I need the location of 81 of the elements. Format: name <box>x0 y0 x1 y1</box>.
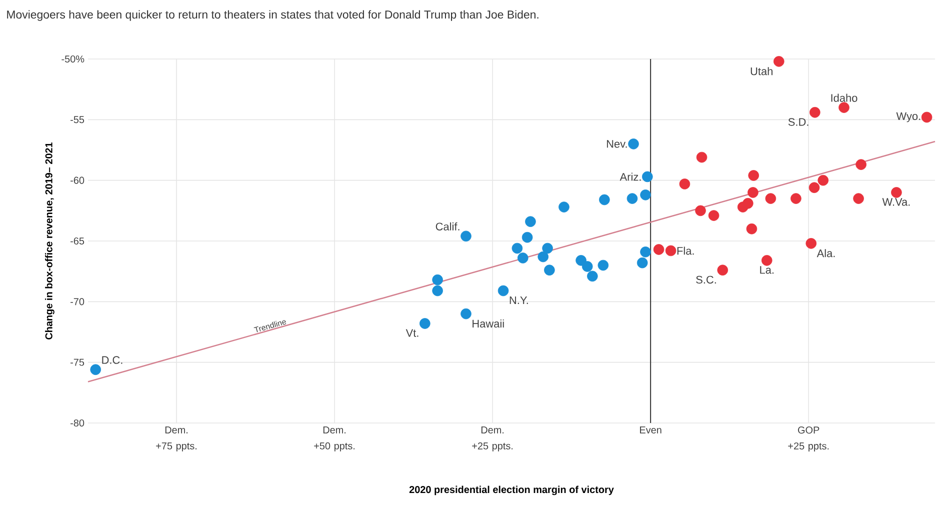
annotation: Idaho <box>831 94 858 102</box>
chart-title: Moviegoers have been quicker to return to theaters in states that voted for Donald Trump than Joe Biden. <box>7 10 538 21</box>
point <box>806 238 817 249</box>
point <box>432 285 443 296</box>
point <box>599 194 610 206</box>
point <box>636 257 648 268</box>
point <box>717 264 728 276</box>
point <box>790 193 802 204</box>
point <box>512 242 523 254</box>
point <box>838 102 850 113</box>
point <box>628 138 639 150</box>
point <box>544 264 555 276</box>
point <box>856 159 866 170</box>
point <box>626 193 638 204</box>
point <box>522 232 533 243</box>
point <box>538 251 549 262</box>
point <box>587 270 598 282</box>
annotation: Fla. <box>677 246 694 255</box>
point <box>808 182 820 194</box>
point <box>460 230 472 242</box>
point <box>525 216 536 227</box>
y-tick-label: -70 <box>70 298 84 306</box>
point <box>742 198 754 209</box>
point <box>558 202 570 212</box>
point <box>773 56 784 67</box>
point <box>665 245 676 256</box>
point <box>653 244 664 255</box>
annotation: Hawaii <box>472 320 504 328</box>
x-tick-label: Dem. +25 ppts. <box>472 426 513 452</box>
point <box>90 364 101 376</box>
annotation: S.D. <box>788 118 808 126</box>
point <box>460 308 472 320</box>
annotation: Ariz. <box>620 172 641 181</box>
point <box>761 255 772 266</box>
point <box>708 210 720 221</box>
annotation: D.C. <box>102 356 122 364</box>
point <box>679 178 690 190</box>
y-tick-label: -60 <box>70 176 84 184</box>
point <box>853 193 864 204</box>
point <box>582 261 593 272</box>
point <box>642 171 653 182</box>
point <box>695 205 706 216</box>
point <box>420 318 430 329</box>
point <box>640 246 651 258</box>
x-tick-label: Dem. +75 ppts. <box>156 426 196 452</box>
x-tick-label: GOP +25 ppts. <box>788 426 829 452</box>
y-tick-label: -65 <box>70 237 84 245</box>
point <box>696 152 708 163</box>
annotation: Vt. <box>406 329 418 337</box>
annotation: S.C. <box>696 276 716 284</box>
y-axis-title: Change in box-office revenue, 2019– 2021 <box>45 142 54 340</box>
x-tick-label: Even <box>640 426 662 434</box>
point <box>921 112 932 123</box>
annotation: N.Y. <box>510 296 528 304</box>
annotation: W.Va. <box>882 198 910 206</box>
point <box>576 255 586 266</box>
point <box>598 260 609 271</box>
point <box>765 193 776 204</box>
point <box>542 242 553 254</box>
annotation: Calif. <box>436 222 460 230</box>
y-tick-label: -75 <box>70 358 84 366</box>
x-axis-title: 2020 presidential election margin of victory <box>409 486 614 496</box>
point <box>432 274 443 286</box>
point <box>748 170 759 181</box>
point <box>746 223 758 234</box>
annotation: Utah <box>750 67 772 76</box>
point <box>891 187 902 198</box>
point <box>498 285 509 296</box>
y-tick-label: -80 <box>70 419 84 427</box>
annotation: Ala. <box>816 249 835 258</box>
point <box>517 252 528 264</box>
point <box>810 106 820 118</box>
x-tick-label: Dem. +50 ppts. <box>314 426 355 452</box>
point <box>748 187 758 198</box>
point <box>818 174 829 186</box>
point <box>640 189 651 200</box>
y-tick-label: -55 <box>70 116 84 124</box>
y-tick-label: -50% <box>62 55 84 63</box>
annotation: La. <box>760 266 774 274</box>
annotation: Wyo. <box>896 112 920 122</box>
annotation: Nev. <box>606 140 627 148</box>
